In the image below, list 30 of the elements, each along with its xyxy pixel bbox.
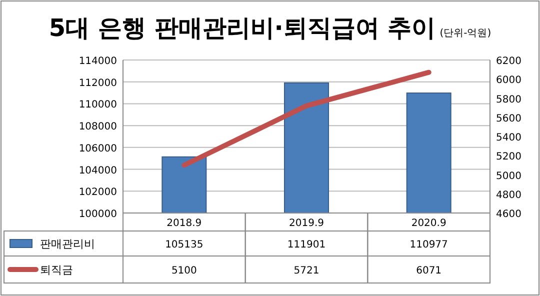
data-label: 5100 <box>171 266 197 276</box>
data-label: 6071 <box>416 266 442 276</box>
y-tick-label: 106000 <box>78 143 117 154</box>
y2-tick-label: 5800 <box>496 94 522 106</box>
y-tick-label: 104000 <box>78 165 117 176</box>
data-label: 105135 <box>165 240 204 250</box>
x-tick-label: 2019.9 <box>289 218 324 229</box>
y-tick-label: 112000 <box>78 78 117 89</box>
chart-title: 5대 은행 판매관리비·퇴직급여 추이 <box>48 14 436 42</box>
y2-tick-label: 6200 <box>496 56 522 67</box>
y2-tick-label: 5600 <box>496 113 522 124</box>
y2-tick-label: 5200 <box>496 152 522 163</box>
legend-label: 퇴직금 <box>40 264 73 276</box>
y-tick-label: 110000 <box>78 100 117 111</box>
data-label: 5721 <box>294 266 320 276</box>
y-tick-label: 100000 <box>78 209 117 220</box>
y2-tick-label: 4800 <box>496 190 522 201</box>
y2-tick-label: 4600 <box>496 209 522 220</box>
x-tick-label: 2018.9 <box>166 218 202 229</box>
data-label: 110977 <box>410 240 448 250</box>
y-tick-label: 102000 <box>78 187 117 198</box>
data-label: 111901 <box>287 240 326 250</box>
legend-label: 판매관리비 <box>40 238 95 250</box>
y-tick-label: 108000 <box>78 122 117 133</box>
y-tick-label: 114000 <box>78 56 117 67</box>
chart-subtitle: (단위-억원) <box>440 28 492 39</box>
y2-tick-label: 5000 <box>496 170 522 182</box>
y2-tick-label: 6000 <box>496 75 522 86</box>
y2-tick-label: 5400 <box>496 132 522 144</box>
x-tick-label: 2020.9 <box>411 218 446 229</box>
